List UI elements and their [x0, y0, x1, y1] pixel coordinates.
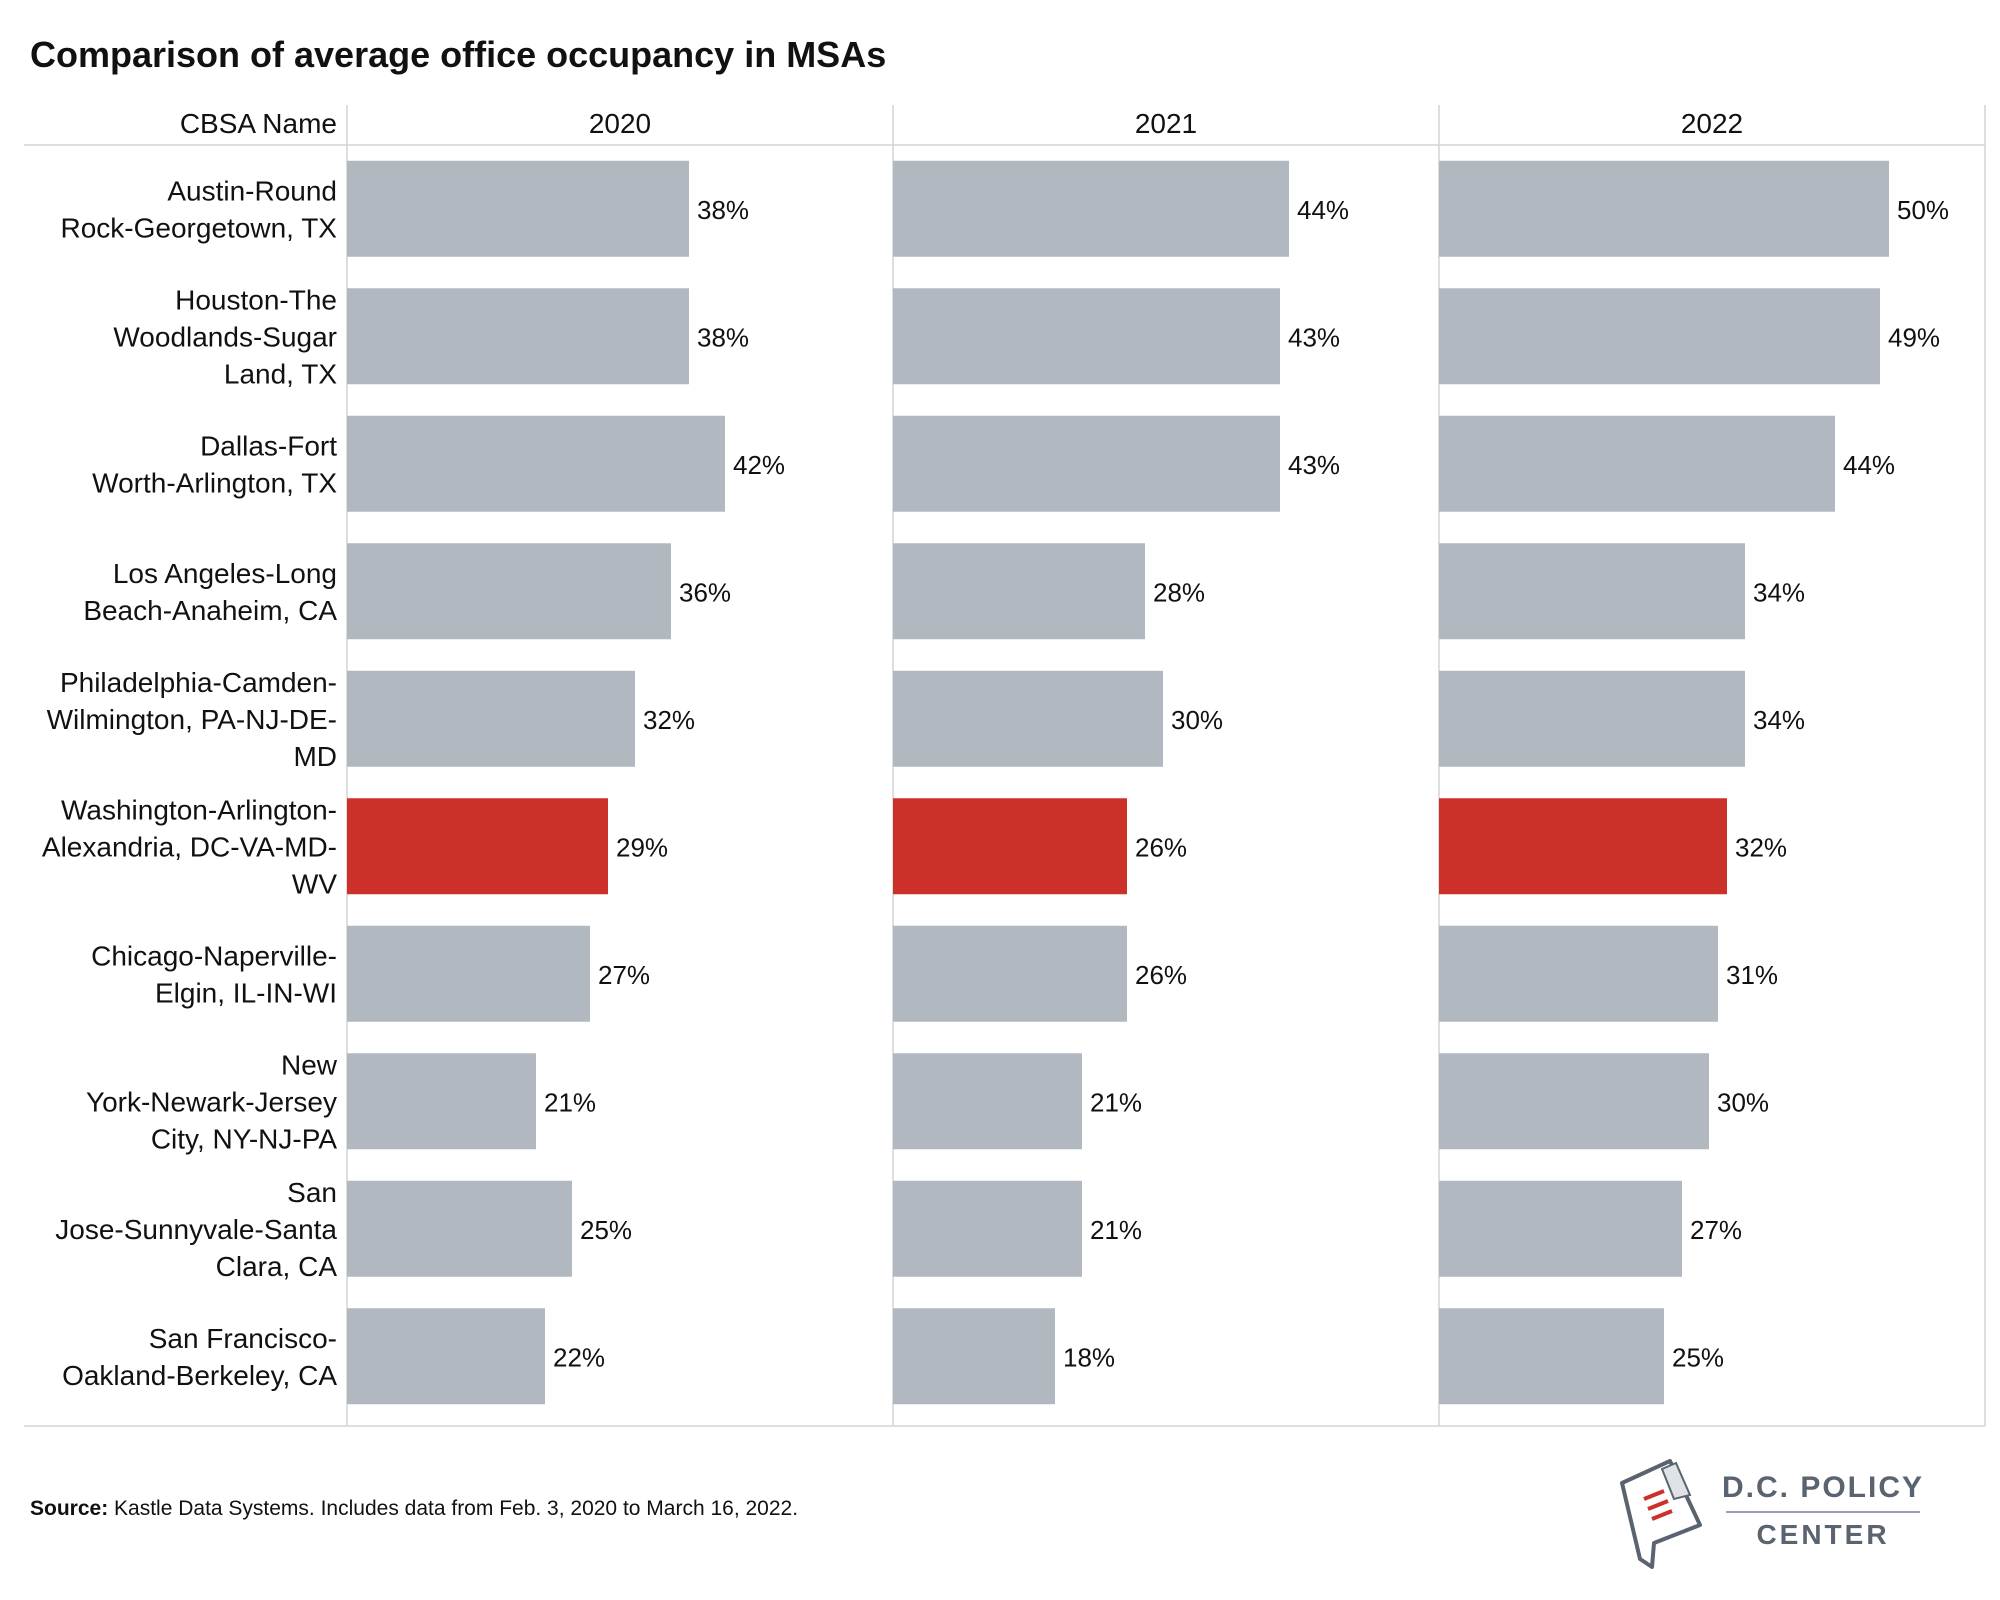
bar-2022	[1439, 543, 1745, 640]
category-label: Worth-Arlington, TX	[92, 467, 337, 498]
category-label: City, NY-NJ-PA	[151, 1123, 337, 1154]
logo-divider	[1726, 1511, 1920, 1513]
value-label-2022: 31%	[1726, 960, 1778, 990]
source-text: Kastle Data Systems. Includes data from …	[108, 1497, 799, 1520]
panel-header-2022: 2022	[1681, 108, 1743, 139]
bar-2020	[347, 160, 689, 257]
logo-text-line2: CENTER	[1756, 1519, 1890, 1550]
category-label: Philadelphia-Camden-	[60, 667, 337, 698]
bar-2021	[893, 798, 1127, 895]
bar-2021	[893, 415, 1280, 512]
value-label-2020: 42%	[733, 450, 785, 480]
value-label-2022: 34%	[1753, 577, 1805, 607]
bar-2022	[1439, 288, 1880, 385]
value-label-2022: 27%	[1690, 1215, 1742, 1245]
category-label: Rock-Georgetown, TX	[61, 212, 338, 243]
bar-2020	[347, 670, 635, 767]
value-label-2020: 27%	[598, 960, 650, 990]
bar-chart: CBSA Name 2020 2021 2022 Austin-Round Rock-Ge…	[24, 105, 1986, 1427]
category-label: Woodlands-Sugar	[113, 321, 337, 352]
value-label-2021: 21%	[1090, 1087, 1142, 1117]
category-label: New	[281, 1049, 338, 1080]
logo-text-line1: D.C. POLICY	[1721, 1471, 1924, 1504]
category-label: Alexandria, DC-VA-MD-	[42, 831, 337, 862]
value-label-2021: 43%	[1288, 322, 1340, 352]
panel-header-2021: 2021	[1135, 108, 1197, 139]
bar-2022	[1439, 1308, 1664, 1405]
value-label-2020: 38%	[697, 195, 749, 225]
bar-2021	[893, 670, 1163, 767]
bar-2020	[347, 288, 689, 385]
source-label: Source:	[30, 1497, 109, 1520]
category-label: Beach-Anaheim, CA	[83, 595, 337, 626]
category-label: Houston-The	[175, 284, 337, 315]
value-label-2021: 26%	[1135, 960, 1187, 990]
bar-2020	[347, 1180, 572, 1277]
value-label-2022: 49%	[1888, 322, 1940, 352]
bar-2021	[893, 1053, 1082, 1150]
category-label: Jose-Sunnyvale-Santa	[55, 1214, 337, 1245]
category-label: Washington-Arlington-	[61, 794, 337, 825]
bar-2020	[347, 1053, 536, 1150]
bar-2022	[1439, 798, 1727, 895]
value-label-2022: 25%	[1672, 1342, 1724, 1372]
bar-2022	[1439, 1180, 1682, 1277]
bar-2020	[347, 1308, 545, 1405]
category-label: Dallas-Fort	[200, 430, 337, 461]
value-label-2022: 30%	[1717, 1087, 1769, 1117]
bar-2020	[347, 415, 725, 512]
value-label-2020: 21%	[544, 1087, 596, 1117]
value-label-2022: 50%	[1897, 195, 1949, 225]
category-label: Los Angeles-Long	[113, 558, 337, 589]
value-label-2021: 44%	[1297, 195, 1349, 225]
bar-2020	[347, 543, 671, 640]
category-label: MD	[293, 741, 337, 772]
value-label-2021: 26%	[1135, 832, 1187, 862]
value-label-2021: 21%	[1090, 1215, 1142, 1245]
category-label: Oakland-Berkeley, CA	[62, 1360, 337, 1391]
bar-2022	[1439, 925, 1718, 1022]
category-label: Austin-Round	[167, 175, 337, 206]
dc-policy-center-logo: D.C. POLICY CENTER	[1600, 1455, 1940, 1575]
value-label-2021: 18%	[1063, 1342, 1115, 1372]
category-label: Land, TX	[224, 358, 337, 389]
value-label-2020: 32%	[643, 705, 695, 735]
category-label: WV	[292, 868, 337, 899]
category-label: Chicago-Naperville-	[91, 940, 337, 971]
bar-2020	[347, 925, 590, 1022]
bar-2021	[893, 543, 1145, 640]
category-label: San Francisco-	[149, 1323, 337, 1354]
source-note: Source: Kastle Data Systems. Includes da…	[30, 1497, 798, 1521]
panel-header-2020: 2020	[589, 108, 651, 139]
category-label: Clara, CA	[216, 1251, 338, 1282]
bar-2021	[893, 160, 1289, 257]
bar-2021	[893, 925, 1127, 1022]
bar-2022	[1439, 670, 1745, 767]
category-label: Wilmington, PA-NJ-DE-	[47, 704, 337, 735]
value-label-2020: 38%	[697, 322, 749, 352]
value-label-2021: 28%	[1153, 577, 1205, 607]
chart-title: Comparison of average office occupancy i…	[30, 34, 887, 75]
value-label-2020: 36%	[679, 577, 731, 607]
bar-2022	[1439, 415, 1835, 512]
category-label: York-Newark-Jersey	[86, 1086, 337, 1117]
bar-2022	[1439, 1053, 1709, 1150]
value-label-2021: 30%	[1171, 705, 1223, 735]
value-label-2021: 43%	[1288, 450, 1340, 480]
value-label-2020: 29%	[616, 832, 668, 862]
bar-2022	[1439, 160, 1889, 257]
value-label-2020: 25%	[580, 1215, 632, 1245]
bar-2021	[893, 288, 1280, 385]
value-label-2022: 44%	[1843, 450, 1895, 480]
category-label: San	[287, 1177, 337, 1208]
bar-2021	[893, 1180, 1082, 1277]
value-label-2020: 22%	[553, 1342, 605, 1372]
value-label-2022: 32%	[1735, 832, 1787, 862]
bar-2021	[893, 1308, 1055, 1405]
bar-2020	[347, 798, 608, 895]
category-header: CBSA Name	[180, 108, 337, 139]
logo-document-icon	[1620, 1459, 1702, 1569]
value-label-2022: 34%	[1753, 705, 1805, 735]
category-label: Elgin, IL-IN-WI	[155, 977, 337, 1008]
